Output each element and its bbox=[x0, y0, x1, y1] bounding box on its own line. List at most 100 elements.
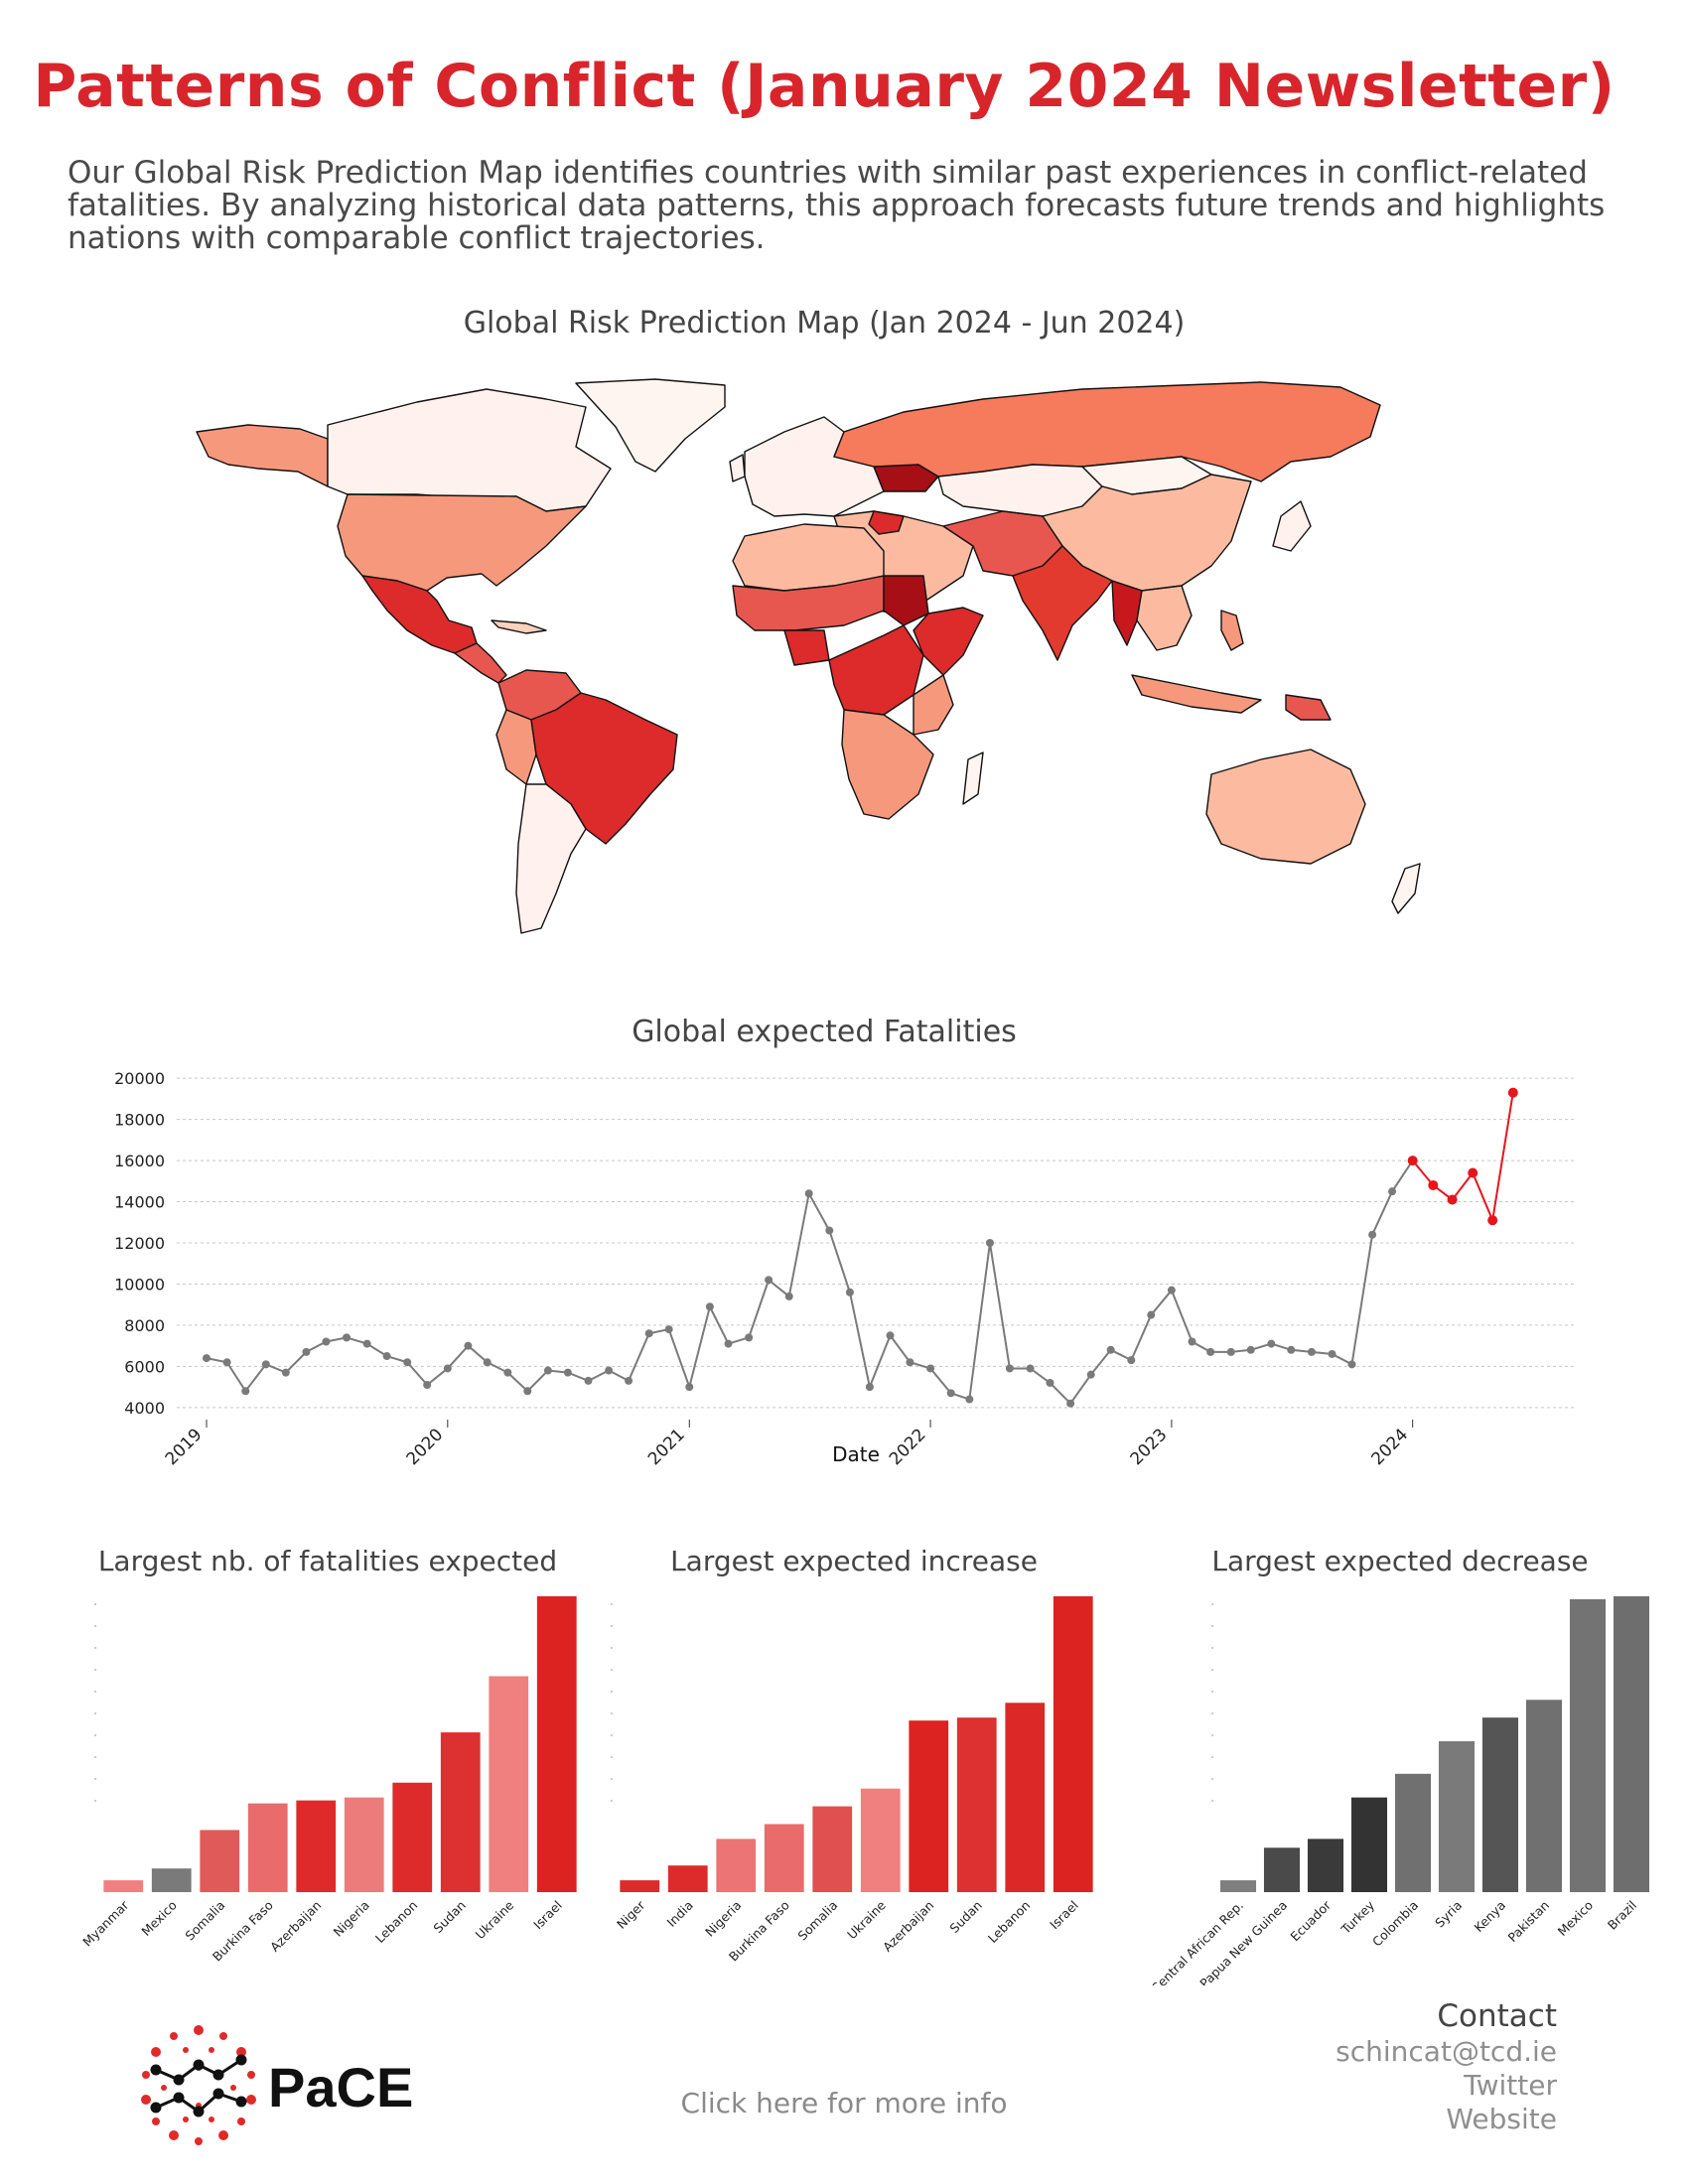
historical-point bbox=[1246, 1345, 1255, 1354]
y-tick-label: 12000 bbox=[114, 1234, 165, 1253]
x-tick-label: 2021 bbox=[644, 1425, 689, 1469]
bar bbox=[956, 1717, 997, 1892]
bar bbox=[1481, 1717, 1519, 1892]
category-label: Azerbaijan bbox=[880, 1898, 936, 1955]
map-region-russia bbox=[833, 381, 1381, 482]
category-label: Syria bbox=[1432, 1898, 1465, 1931]
website-link[interactable]: Website bbox=[1446, 2103, 1557, 2135]
historical-point bbox=[1267, 1339, 1276, 1348]
brand-name[interactable]: PaCE bbox=[268, 2056, 414, 2118]
category-label: Mexico bbox=[1555, 1898, 1596, 1939]
map-region-uk bbox=[729, 454, 746, 482]
map-region-southern-africa bbox=[841, 709, 934, 820]
bar bbox=[716, 1839, 757, 1892]
historical-point bbox=[886, 1331, 895, 1340]
more-info-link[interactable]: Click here for more info bbox=[680, 2087, 1008, 2119]
map-region-australia bbox=[1205, 749, 1366, 865]
bar bbox=[1525, 1700, 1563, 1892]
bar bbox=[1569, 1598, 1607, 1892]
forecast-point bbox=[1487, 1215, 1498, 1226]
fatalities-line-chart: 4000 6000 8000 10000 12000 14000 16000 18000 200… bbox=[114, 1069, 1574, 1469]
historical-point bbox=[1005, 1364, 1014, 1373]
historical-point bbox=[1167, 1286, 1176, 1295]
historical-point bbox=[322, 1337, 331, 1346]
bar-chart-title-largest-fatalities: Largest nb. of fatalities expected bbox=[97, 1545, 558, 1577]
historical-point bbox=[543, 1366, 552, 1375]
historical-point bbox=[584, 1376, 593, 1385]
map-region-philippines bbox=[1220, 610, 1244, 651]
historical-point bbox=[1287, 1345, 1296, 1354]
world-risk-map bbox=[196, 378, 1421, 934]
map-region-sudan bbox=[883, 575, 929, 626]
bar bbox=[1263, 1847, 1301, 1892]
historical-point bbox=[825, 1226, 834, 1235]
category-label: Israel bbox=[1047, 1898, 1081, 1933]
historical-point bbox=[804, 1189, 813, 1198]
bar bbox=[1219, 1880, 1257, 1892]
map-region-nigeria bbox=[783, 629, 830, 666]
twitter-link[interactable]: Twitter bbox=[1464, 2069, 1557, 2102]
historical-point bbox=[705, 1302, 714, 1311]
historical-point bbox=[1046, 1378, 1055, 1387]
pace-logo-icon[interactable] bbox=[134, 2020, 263, 2149]
bar bbox=[764, 1824, 804, 1892]
bar-chart-title-largest-decrease: Largest expected decrease bbox=[1211, 1545, 1589, 1577]
historical-point bbox=[765, 1276, 774, 1285]
y-tick-label: 18000 bbox=[114, 1111, 165, 1130]
forecast-point bbox=[1428, 1179, 1439, 1190]
historical-point bbox=[1307, 1347, 1316, 1356]
map-region-madagascar bbox=[962, 751, 984, 805]
historical-point bbox=[625, 1376, 633, 1385]
y-tick-label: 4000 bbox=[124, 1399, 165, 1418]
x-tick-label: 2023 bbox=[1127, 1425, 1172, 1469]
category-label: Lebanon bbox=[372, 1898, 420, 1946]
map-region-alaska bbox=[196, 424, 329, 487]
map-region-india bbox=[1012, 545, 1113, 661]
bar bbox=[1005, 1703, 1046, 1892]
y-tick-label: 16000 bbox=[114, 1152, 165, 1170]
map-region-sahel bbox=[732, 575, 885, 631]
x-tick-label: 2019 bbox=[162, 1425, 207, 1469]
category-label: Somalia bbox=[182, 1898, 227, 1944]
x-axis-label: Date bbox=[832, 1442, 880, 1466]
bar bbox=[1350, 1797, 1388, 1892]
historical-point bbox=[1226, 1347, 1235, 1356]
y-tick-label: 20000 bbox=[114, 1069, 165, 1088]
historical-point bbox=[241, 1387, 250, 1396]
category-label: Kenya bbox=[1471, 1898, 1508, 1936]
historical-point bbox=[926, 1364, 935, 1373]
historical-point bbox=[222, 1358, 231, 1367]
historical-point bbox=[343, 1333, 352, 1342]
email-link[interactable]: schincat@tcd.ie bbox=[1336, 2035, 1557, 2068]
map-region-indonesia bbox=[1131, 674, 1262, 714]
map-region-new-zealand bbox=[1391, 863, 1421, 914]
historical-point bbox=[1066, 1399, 1075, 1408]
intro-paragraph: Our Global Risk Prediction Map identifie… bbox=[68, 155, 1606, 256]
historical-point bbox=[605, 1366, 614, 1375]
bar bbox=[247, 1803, 288, 1892]
historical-point bbox=[563, 1368, 572, 1377]
line-chart-title: Global expected Fatalities bbox=[632, 1015, 1017, 1049]
bar bbox=[1613, 1596, 1650, 1892]
historical-point bbox=[423, 1381, 432, 1390]
y-tick-label: 10000 bbox=[114, 1275, 165, 1294]
forecast-point bbox=[1407, 1156, 1418, 1166]
map-region-central-africa bbox=[828, 624, 924, 716]
x-tick-label: 2020 bbox=[403, 1425, 448, 1469]
bar bbox=[860, 1788, 901, 1892]
bar bbox=[200, 1830, 240, 1892]
historical-point bbox=[403, 1358, 412, 1367]
category-label: Nigeria bbox=[331, 1898, 372, 1940]
bar bbox=[151, 1868, 192, 1892]
historical-point bbox=[503, 1368, 512, 1377]
forecast-point bbox=[1507, 1087, 1518, 1098]
x-tick-label: 2022 bbox=[886, 1425, 930, 1469]
bar bbox=[1307, 1839, 1344, 1892]
category-label: Brazil bbox=[1605, 1898, 1639, 1933]
bar bbox=[392, 1782, 433, 1892]
historical-point bbox=[1127, 1356, 1136, 1365]
map-region-levant bbox=[868, 510, 905, 535]
historical-point bbox=[1368, 1230, 1377, 1239]
